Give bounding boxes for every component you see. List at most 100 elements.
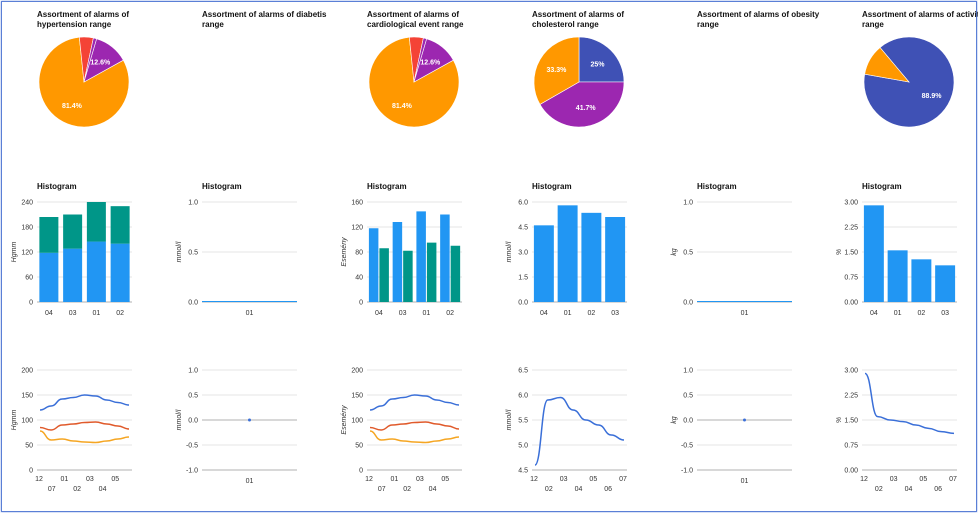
bar [392, 222, 403, 302]
pie-slice [539, 81, 625, 128]
y-tick-label: -0.5 [681, 443, 693, 450]
y-tick-label: 50 [355, 443, 363, 450]
y-tick-label: 2.25 [844, 393, 858, 400]
series-line [864, 372, 955, 435]
pie-title: Assortment of alarms of cardiological ev… [367, 10, 464, 29]
histogram-title: Histogram [532, 182, 572, 191]
y-axis-label: mmol/l [176, 409, 183, 430]
y-axis-label: Hgmm [11, 410, 18, 431]
x-tick-label: 01 [741, 310, 749, 317]
x-tick-label: 12 [860, 476, 868, 483]
y-tick-label: 200 [351, 368, 363, 375]
x-tick-label: 03 [399, 310, 407, 317]
x-tick-label: 04 [905, 486, 913, 493]
x-tick-label: 03 [69, 310, 77, 317]
histogram-chart: 0.0 1.5 3.0 4.5 6.0 mmol/l 04 01 02 03 [506, 200, 627, 317]
x-tick-label: 07 [48, 486, 56, 493]
pie-slice [413, 38, 454, 83]
x-tick-label: 03 [611, 310, 619, 317]
x-tick-label: 02 [446, 310, 454, 317]
bar [440, 214, 450, 302]
y-tick-label: 180 [21, 225, 33, 232]
line-chart: -1.0 -0.5 0.0 0.5 1.0 mmol/l 01 [176, 368, 297, 485]
bar [911, 259, 932, 302]
y-tick-label: 160 [351, 200, 363, 207]
x-tick-label: 04 [45, 310, 53, 317]
series-line [39, 430, 130, 444]
x-tick-label: 04 [375, 310, 383, 317]
y-tick-label: 0.5 [188, 250, 198, 257]
pie-title: Assortment of alarms of cholesterol rang… [532, 10, 625, 29]
pie-title: Assortment of alarms of obesity range [697, 10, 820, 29]
x-tick-label: 05 [589, 476, 597, 483]
y-tick-label: 1.0 [683, 368, 693, 375]
histogram-title: Histogram [202, 182, 242, 191]
pie-chart: 81.4% 12.6% [38, 36, 130, 128]
series-line [39, 421, 130, 431]
x-tick-label: 12 [365, 476, 373, 483]
pie-slice [578, 36, 625, 83]
y-axis-label: % [836, 417, 843, 423]
line-chart: 4.5 5.0 5.5 6.0 6.5 mmol/l 12 02 03 04 05 06 07 [506, 368, 627, 493]
y-tick-label: 0.00 [844, 468, 858, 475]
y-tick-label: 200 [21, 368, 33, 375]
y-tick-label: 0.0 [683, 418, 693, 425]
y-tick-label: 0 [29, 468, 33, 475]
pie-slice-label: 81.4% [62, 103, 83, 110]
y-tick-label: 1.0 [683, 200, 693, 207]
bar [63, 248, 83, 302]
y-axis-label: % [836, 249, 843, 255]
y-tick-label: 4.5 [518, 225, 528, 232]
x-tick-label: 12 [35, 476, 43, 483]
x-tick-label: 05 [919, 476, 927, 483]
y-tick-label: 5.5 [518, 418, 528, 425]
line-chart: 0 50 100 150 200 Esemény 12 07 01 02 03 04 05 [341, 368, 462, 493]
pie-slice [83, 38, 124, 83]
x-tick-label: 01 [564, 310, 572, 317]
line-chart: 0 50 100 150 200 Hgmm 12 07 01 02 03 04 05 [11, 368, 132, 493]
pie-title: Assortment of alarms of activity range [862, 10, 978, 29]
bar [581, 212, 602, 302]
y-axis-label: Hgmm [11, 242, 18, 263]
pie-slice-label: 12.6% [90, 60, 111, 67]
x-tick-label: 02 [73, 486, 81, 493]
y-tick-label: 5.0 [518, 443, 528, 450]
x-tick-label: 06 [604, 486, 612, 493]
x-tick-label: 02 [587, 310, 595, 317]
y-tick-label: 40 [355, 275, 363, 282]
y-axis-label: mmol/l [506, 241, 513, 262]
y-tick-label: 100 [21, 418, 33, 425]
y-tick-label: 150 [351, 393, 363, 400]
y-tick-label: 0.5 [683, 393, 693, 400]
bar [39, 252, 59, 302]
x-tick-label: 04 [540, 310, 548, 317]
y-tick-label: 120 [21, 250, 33, 257]
bar [403, 250, 413, 302]
line-chart: 0.00 0.75 1.50 2.25 3.00% 12 02 03 04 05 06 07 [836, 368, 957, 493]
x-tick-label: 04 [429, 486, 437, 493]
bar [110, 206, 130, 244]
series-line [369, 394, 460, 411]
pie-slice-label: 33.3% [546, 67, 567, 74]
bar [39, 217, 59, 253]
y-tick-label: 0.0 [518, 300, 528, 307]
y-tick-label: 2.25 [844, 225, 858, 232]
pie-slice-label: 41.7% [576, 105, 597, 112]
bar [63, 214, 83, 249]
pie-chart: 25% 41.7% 33.3% [533, 36, 625, 128]
x-tick-label: 02 [875, 486, 883, 493]
y-tick-label: 0.0 [683, 300, 693, 307]
y-axis-label: kg [671, 416, 678, 424]
y-axis-label: kg [671, 248, 678, 256]
y-tick-label: 1.50 [844, 250, 858, 257]
x-tick-label: 01 [61, 476, 69, 483]
pie-title: Assortment of alarms of hypertension ran… [37, 10, 130, 29]
y-tick-label: -1.0 [681, 468, 693, 475]
bar [533, 225, 554, 302]
y-tick-label: 3.00 [844, 200, 858, 207]
bar [86, 241, 106, 302]
x-tick-label: 04 [99, 486, 107, 493]
y-axis-label: mmol/l [506, 409, 513, 430]
y-tick-label: 150 [21, 393, 33, 400]
